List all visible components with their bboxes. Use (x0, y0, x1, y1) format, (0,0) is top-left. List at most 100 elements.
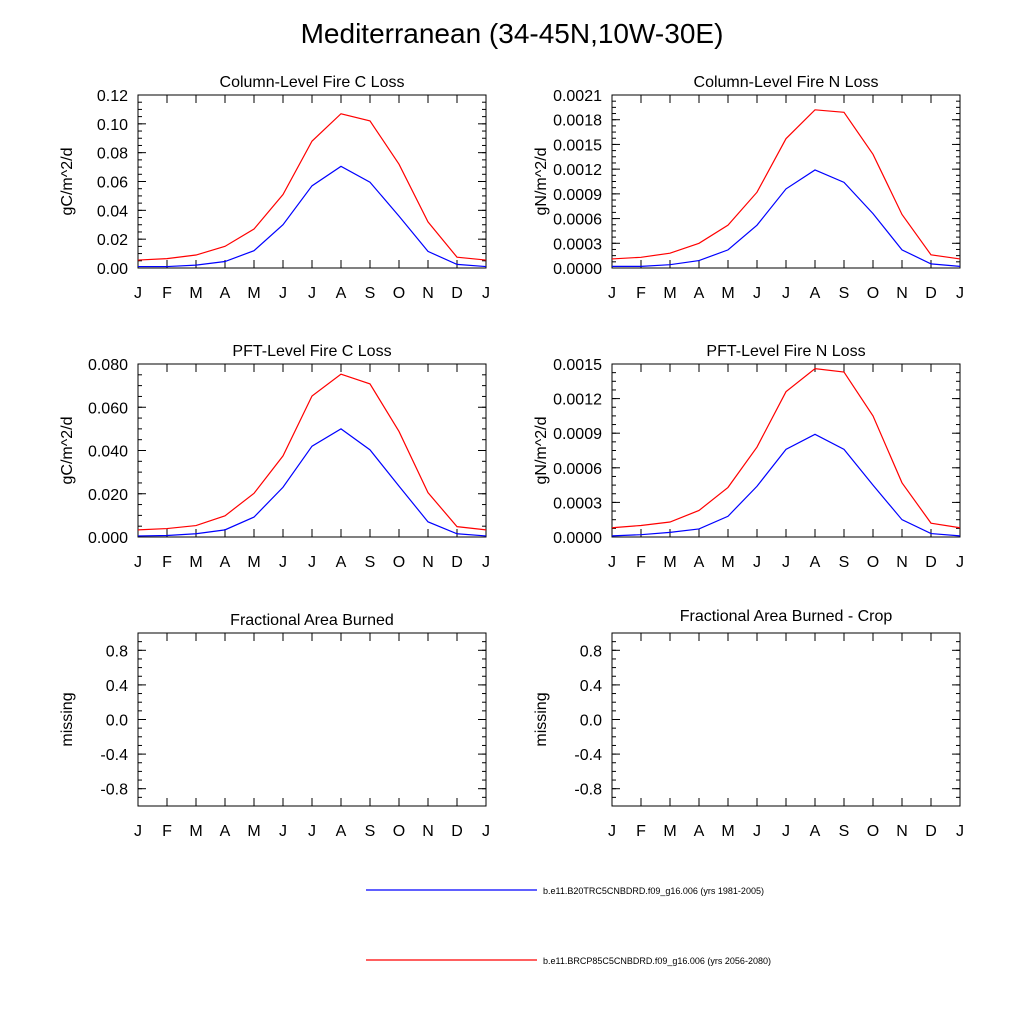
x-tick-label: M (721, 823, 734, 840)
x-tick-label: D (925, 554, 937, 571)
x-tick-label: O (393, 285, 405, 302)
series-line-baseline (137, 428, 487, 537)
x-tick-label: M (663, 285, 676, 302)
y-tick-label: 0.02 (97, 232, 128, 249)
x-tick-label: J (956, 823, 964, 840)
x-tick-label: S (365, 823, 376, 840)
x-tick-label: A (220, 823, 231, 840)
series-line-future (137, 373, 487, 531)
x-tick-label: J (608, 823, 616, 840)
x-tick-label: J (134, 554, 142, 571)
x-tick-label: J (279, 285, 287, 302)
x-tick-label: M (189, 823, 202, 840)
y-tick-label: 0.0015 (553, 137, 602, 154)
plot-frame (611, 94, 961, 269)
x-tick-label: D (451, 554, 463, 571)
figure-title: Mediterranean (34-45N,10W-30E) (300, 18, 724, 49)
y-axis-label: missing (59, 692, 76, 746)
panel-title: Fractional Area Burned - Crop (680, 608, 893, 625)
x-tick-label: F (162, 823, 172, 840)
y-axis-label: missing (533, 692, 550, 746)
x-tick-label: D (451, 823, 463, 840)
y-tick-label: 0.4 (106, 678, 128, 695)
x-tick-label: N (896, 285, 908, 302)
x-tick-label: J (608, 285, 616, 302)
legend-label: b.e11.B20TRC5CNBDRD.f09_g16.006 (yrs 198… (543, 886, 764, 896)
x-tick-label: M (247, 554, 260, 571)
plot-frame (611, 632, 961, 807)
series-line-future (611, 367, 961, 529)
y-tick-label: -0.4 (100, 747, 128, 764)
panel-title: PFT-Level Fire N Loss (706, 343, 865, 360)
y-tick-label: 0.0015 (553, 357, 602, 374)
x-tick-label: D (925, 285, 937, 302)
y-tick-label: 0.040 (88, 444, 128, 461)
series-line-baseline (611, 433, 961, 537)
x-tick-label: A (336, 554, 347, 571)
y-tick-label: 0.06 (97, 175, 128, 192)
legend-label: b.e11.BRCP85C5CNBDRD.f09_g16.006 (yrs 20… (543, 956, 771, 966)
x-tick-label: A (810, 823, 821, 840)
y-tick-label: 0.0021 (553, 88, 602, 105)
x-tick-label: S (839, 823, 850, 840)
x-tick-label: M (721, 285, 734, 302)
y-tick-label: 0.000 (88, 530, 128, 547)
x-tick-label: M (663, 554, 676, 571)
x-tick-label: J (308, 823, 316, 840)
x-tick-label: D (451, 285, 463, 302)
panel-title: Fractional Area Burned (230, 612, 394, 629)
x-tick-label: F (162, 554, 172, 571)
x-tick-label: N (422, 823, 434, 840)
x-tick-label: J (956, 554, 964, 571)
panel-title: PFT-Level Fire C Loss (232, 343, 391, 360)
x-tick-label: N (422, 285, 434, 302)
y-tick-label: 0.8 (580, 643, 602, 660)
x-tick-label: J (279, 823, 287, 840)
y-tick-label: 0.0 (106, 713, 128, 730)
x-tick-label: S (365, 285, 376, 302)
y-axis-label: gC/m^2/d (59, 417, 76, 485)
y-tick-label: 0.8 (106, 643, 128, 660)
x-tick-label: J (753, 823, 761, 840)
y-tick-label: -0.8 (574, 782, 602, 799)
series-line-baseline (612, 169, 961, 267)
y-tick-label: 0.0003 (553, 236, 602, 253)
y-tick-label: 0.0000 (553, 530, 602, 547)
x-tick-label: O (867, 823, 879, 840)
y-tick-label: 0.08 (97, 146, 128, 163)
x-tick-label: J (782, 823, 790, 840)
y-tick-label: 0.0006 (553, 461, 602, 478)
plot-frame (611, 363, 961, 538)
y-tick-label: 0.0000 (553, 261, 602, 278)
x-tick-label: N (896, 554, 908, 571)
y-tick-label: 0.4 (580, 678, 602, 695)
y-tick-label: 0.0012 (553, 392, 602, 409)
x-tick-label: A (810, 554, 821, 571)
y-tick-label: 0.0009 (553, 426, 602, 443)
x-tick-label: J (308, 554, 316, 571)
y-tick-label: 0.0012 (553, 162, 602, 179)
x-tick-label: A (336, 285, 347, 302)
panel-title: Column-Level Fire N Loss (694, 74, 879, 91)
x-tick-label: J (134, 285, 142, 302)
x-tick-label: J (608, 554, 616, 571)
x-tick-label: A (336, 823, 347, 840)
x-tick-label: A (694, 285, 705, 302)
y-axis-label: gC/m^2/d (59, 148, 76, 216)
x-tick-label: J (308, 285, 316, 302)
x-tick-label: F (636, 823, 646, 840)
series-line-future (611, 109, 961, 260)
legend-entry: b.e11.B20TRC5CNBDRD.f09_g16.006 (yrs 198… (366, 886, 764, 896)
y-tick-label: -0.4 (574, 747, 602, 764)
y-tick-label: 0.00 (97, 261, 128, 278)
x-tick-label: F (636, 554, 646, 571)
y-tick-label: -0.8 (100, 782, 128, 799)
x-tick-label: J (956, 285, 964, 302)
x-tick-label: A (810, 285, 821, 302)
plot-frame (137, 363, 487, 538)
